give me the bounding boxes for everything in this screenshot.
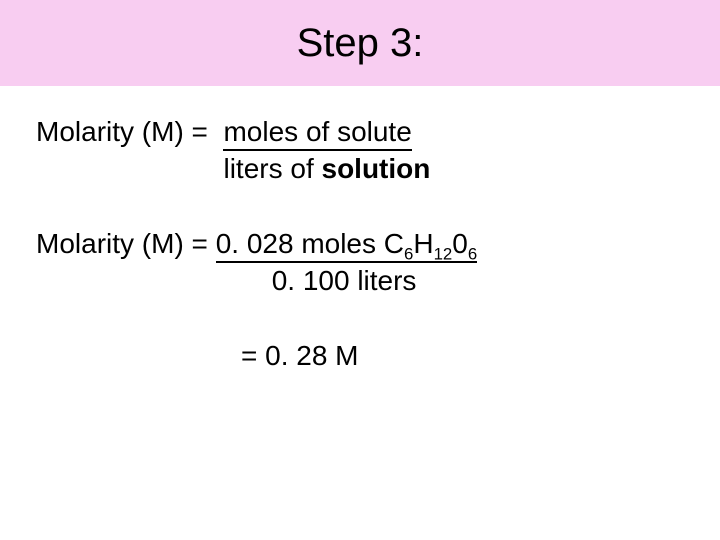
- calc-sub2: 12: [434, 245, 453, 264]
- denom-bold: solution: [322, 153, 431, 184]
- calc-num-p2: H: [413, 228, 433, 259]
- result-row: = 0. 28 M: [36, 338, 684, 373]
- calc-sub1: 6: [404, 245, 413, 264]
- calc-denominator: 0. 100 liters: [216, 263, 478, 298]
- denom-prefix: liters of: [223, 153, 321, 184]
- calc-numerator: 0. 028 moles C6H1206: [216, 226, 478, 263]
- formula-denominator: liters of solution: [223, 151, 430, 186]
- result-text: = 0. 28 M: [241, 340, 359, 371]
- calc-num-p3: 0: [452, 228, 468, 259]
- formula-lhs: Molarity (M) =: [36, 114, 223, 186]
- calc-num-p1: 0. 028 moles C: [216, 228, 404, 259]
- step-title: Step 3:: [297, 21, 424, 66]
- formula-numerator: moles of solute: [223, 114, 411, 151]
- calc-sub3: 6: [468, 245, 477, 264]
- formula-definition: Molarity (M) = moles of solute liters of…: [36, 114, 684, 186]
- content-area: Molarity (M) = moles of solute liters of…: [0, 86, 720, 373]
- calc-lhs: Molarity (M) =: [36, 226, 216, 298]
- header-banner: Step 3:: [0, 0, 720, 86]
- calculation: Molarity (M) = 0. 028 moles C6H1206 0. 1…: [36, 226, 684, 298]
